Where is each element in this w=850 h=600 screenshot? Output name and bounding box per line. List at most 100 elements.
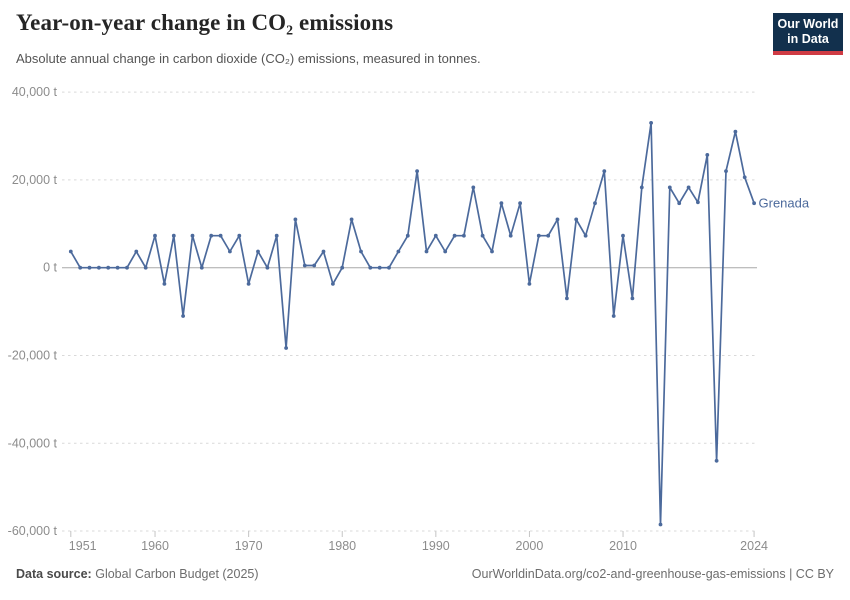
data-point-1956 xyxy=(115,265,120,270)
data-point-1961 xyxy=(162,282,167,286)
data-point-1995 xyxy=(480,233,485,238)
data-point-1980 xyxy=(340,265,345,270)
data-source-label: Data source: xyxy=(16,567,92,581)
data-point-2011 xyxy=(630,296,635,301)
data-point-1994 xyxy=(471,185,476,190)
data-point-2015 xyxy=(667,185,672,190)
data-point-1979 xyxy=(331,282,335,286)
data-point-2023 xyxy=(742,175,747,180)
data-point-2004 xyxy=(565,296,569,301)
data-source: Data source: Global Carbon Budget (2025) xyxy=(16,567,259,581)
y-axis-label-20000: 20,000 t xyxy=(12,173,58,187)
data-point-2022 xyxy=(733,129,738,134)
data-point-1952 xyxy=(78,265,83,270)
x-axis-label-1980: 1980 xyxy=(328,539,356,553)
data-point-1987 xyxy=(405,233,410,238)
data-point-2019 xyxy=(705,153,710,157)
data-series-line xyxy=(70,122,755,526)
x-axis-label-1951: 1951 xyxy=(69,539,97,553)
data-point-1990 xyxy=(433,233,438,238)
data-point-1972 xyxy=(265,265,270,270)
data-point-1993 xyxy=(462,233,466,238)
data-point-1985 xyxy=(387,265,391,270)
data-point-2014 xyxy=(658,522,663,527)
owid-logo-line2: in Data xyxy=(787,32,829,46)
data-point-1958 xyxy=(134,249,139,254)
data-point-2013 xyxy=(649,121,653,125)
chart-title: Year-on-year change in CO₂ emissions xyxy=(16,10,394,35)
series-label-grenada: Grenada xyxy=(759,196,810,211)
data-point-1998 xyxy=(508,233,513,238)
chart-subtitle: Absolute annual change in carbon dioxide… xyxy=(16,51,481,66)
data-point-2016 xyxy=(677,201,682,206)
data-point-2000 xyxy=(527,282,532,286)
owid-logo-line1: Our World xyxy=(777,17,839,31)
x-axis-label-1990: 1990 xyxy=(422,539,450,553)
data-point-1970 xyxy=(246,282,251,286)
data-point-1976 xyxy=(302,263,307,268)
data-point-1969 xyxy=(237,233,242,238)
data-point-1984 xyxy=(377,265,382,270)
data-point-1968 xyxy=(228,249,232,254)
attribution-link[interactable]: OurWorldinData.org/co2-and-greenhouse-ga… xyxy=(471,567,834,581)
data-point-1966 xyxy=(209,233,214,238)
data-point-1974 xyxy=(284,346,288,350)
data-point-1997 xyxy=(499,201,504,206)
data-point-1955 xyxy=(106,265,111,270)
data-point-1965 xyxy=(199,265,204,270)
chart-footer: Data source: Global Carbon Budget (2025)… xyxy=(16,567,834,581)
data-point-1959 xyxy=(143,265,148,270)
data-point-1975 xyxy=(293,217,298,222)
data-point-1981 xyxy=(349,217,354,222)
data-point-1957 xyxy=(125,265,129,270)
data-point-2003 xyxy=(555,217,560,222)
y-axis-label-40000: 40,000 t xyxy=(12,85,58,99)
x-axis-label-1960: 1960 xyxy=(141,539,169,553)
data-point-2009 xyxy=(611,314,616,318)
data-point-2021 xyxy=(724,169,728,174)
data-point-2010 xyxy=(621,233,625,238)
data-point-1953 xyxy=(87,265,92,270)
data-point-1973 xyxy=(274,233,279,238)
data-point-1954 xyxy=(97,265,101,270)
x-axis-label-2010: 2010 xyxy=(609,539,637,553)
data-point-1978 xyxy=(321,249,326,254)
data-point-1960 xyxy=(153,233,157,238)
y-axis-label-0: 0 t xyxy=(43,261,57,275)
data-point-1983 xyxy=(368,265,373,270)
owid-logo[interactable]: Our World in Data xyxy=(773,13,843,55)
data-point-1996 xyxy=(490,249,494,254)
data-source-value: Global Carbon Budget (2025) xyxy=(95,567,259,581)
data-point-1951 xyxy=(68,249,73,254)
data-point-1999 xyxy=(518,201,522,206)
data-point-1963 xyxy=(181,314,186,318)
data-point-2018 xyxy=(696,200,700,205)
data-point-1986 xyxy=(396,249,401,254)
data-point-1967 xyxy=(218,233,223,238)
data-point-2020 xyxy=(714,458,719,463)
data-point-2008 xyxy=(602,169,607,174)
data-point-1989 xyxy=(424,249,429,254)
x-axis-label-2000: 2000 xyxy=(516,539,544,553)
data-point-2007 xyxy=(593,201,597,206)
data-point-1964 xyxy=(190,233,195,238)
data-point-1988 xyxy=(415,169,419,174)
data-point-2001 xyxy=(536,233,541,238)
data-point-2012 xyxy=(639,185,644,190)
data-point-1971 xyxy=(256,249,260,254)
data-point-2017 xyxy=(686,185,691,190)
y-axis-label--40000: -40,000 t xyxy=(8,436,58,450)
data-point-2006 xyxy=(583,233,588,238)
y-axis-label--20000: -20,000 t xyxy=(8,348,58,362)
y-axis-label--60000: -60,000 t xyxy=(8,524,58,538)
x-axis-label-1970: 1970 xyxy=(235,539,263,553)
data-point-2002 xyxy=(546,233,551,238)
data-point-1982 xyxy=(359,249,363,254)
data-point-1991 xyxy=(443,249,448,254)
data-point-2024 xyxy=(752,201,756,206)
data-point-1977 xyxy=(312,263,317,268)
data-point-1992 xyxy=(452,233,457,238)
x-axis-label-2024: 2024 xyxy=(740,539,768,553)
